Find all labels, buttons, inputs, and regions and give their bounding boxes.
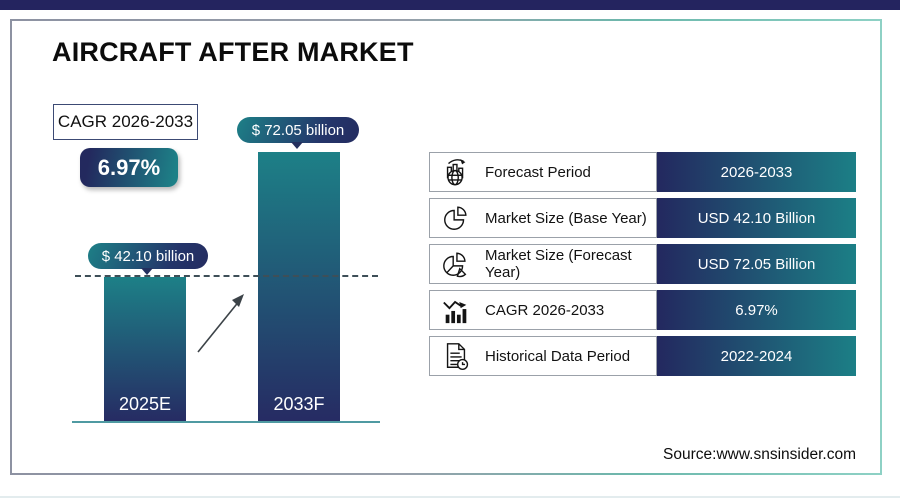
table-row-market-size-base: Market Size (Base Year) USD 42.10 Billio… [429,198,856,238]
pie-chart-exploded-icon [443,252,467,278]
row-value-cell: 2022-2024 [657,336,856,376]
row-label-cell: Forecast Period [429,152,657,192]
row-value: USD 72.05 Billion [697,255,816,273]
row-label: Historical Data Period [485,347,631,365]
row-label: CAGR 2026-2033 [485,301,605,319]
value-pill-2033: $ 72.05 billion [237,117,359,143]
bar-2033f: 2033F [258,152,340,422]
table-row-forecast-period: Forecast Period 2026-2033 [429,152,856,192]
row-label-cell: Market Size (Base Year) [429,198,657,238]
row-value: 6.97% [735,301,778,319]
globe-trend-icon [446,159,466,186]
row-value-cell: 6.97% [657,290,856,330]
row-value-cell: USD 42.10 Billion [657,198,856,238]
bar-growth-icon [443,300,467,324]
value-pill-2025: $ 42.10 billion [88,243,208,269]
cagr-value-badge: 6.97% [80,148,178,187]
table-row-historical-period: Historical Data Period 2022-2024 [429,336,856,376]
bottom-hairline [0,496,900,498]
row-value: 2022-2024 [720,347,793,365]
bar-2025e: 2025E [104,277,186,422]
top-accent-strip [0,0,900,10]
value-pill-2033-text: $ 72.05 billion [251,121,345,139]
row-label: Forecast Period [485,163,591,181]
bar-2025e-label: 2025E [118,394,172,414]
row-label: Market Size (Forecast Year) [485,247,632,281]
cagr-period-box: CAGR 2026-2033 [53,104,198,140]
row-value-cell: 2026-2033 [657,152,856,192]
value-pill-2025-text: $ 42.10 billion [101,247,195,265]
row-value-cell: USD 72.05 Billion [657,244,856,284]
growth-arrow-icon [197,294,244,353]
bar-2033f-label: 2033F [273,394,325,414]
row-value: USD 42.10 Billion [697,209,816,227]
market-summary-table: Forecast Period 2026-2033 Market Size (B… [429,152,856,377]
row-label-cell: Market Size (Forecast Year) [429,244,657,284]
axis-baseline [72,421,380,423]
row-label-cell: Historical Data Period [429,336,657,376]
table-row-market-size-forecast: Market Size (Forecast Year) USD 72.05 Bi… [429,244,856,284]
cagr-period-label: CAGR 2026-2033 [57,112,194,131]
pill-pointer-2033 [291,142,303,149]
page-title: AIRCRAFT AFTER MARKET [52,37,414,67]
pill-pointer-2025 [141,268,153,275]
source-text: Source:www.snsinsider.com [663,446,856,463]
pie-chart-icon [444,206,467,230]
dashed-reference-line [75,275,378,277]
table-row-cagr: CAGR 2026-2033 6.97% [429,290,856,330]
row-label: Market Size (Base Year) [485,209,647,227]
document-clock-icon [446,343,469,371]
row-label-cell: CAGR 2026-2033 [429,290,657,330]
cagr-value: 6.97% [97,154,161,180]
row-value: 2026-2033 [720,163,793,181]
